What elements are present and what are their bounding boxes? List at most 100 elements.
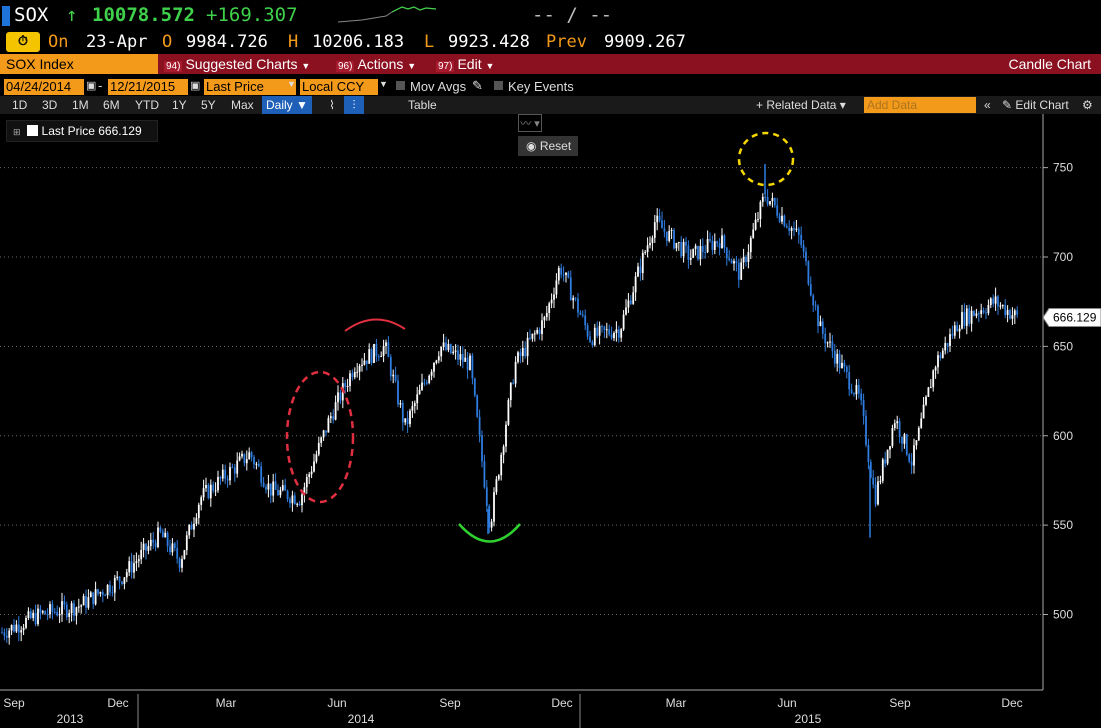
security-field[interactable]: SOX Index: [0, 54, 158, 74]
line-chart-icon[interactable]: ⌇: [329, 98, 335, 112]
related-data-menu[interactable]: + Related Data ▾: [756, 98, 846, 112]
candle-body: [997, 296, 999, 307]
pencil-icon[interactable]: ✎: [472, 78, 483, 93]
candle-body: [44, 611, 47, 615]
ticker-symbol[interactable]: SOX: [14, 4, 49, 26]
candle-body: [653, 222, 656, 238]
frequency-select[interactable]: Daily ▼: [262, 96, 312, 114]
x-tick-label: Jun: [327, 696, 346, 710]
edit-menu[interactable]: 97) Edit ▼: [436, 54, 494, 74]
candle-body: [999, 305, 1002, 307]
candle-body: [848, 372, 851, 390]
period-ytd[interactable]: YTD: [135, 98, 159, 112]
candle-body: [445, 342, 447, 350]
reset-button[interactable]: ◉ Reset: [518, 136, 578, 156]
price-field-select[interactable]: Last Price: [204, 79, 296, 95]
last-value-label: 666.129: [1053, 311, 1097, 325]
calendar-icon[interactable]: ▣: [190, 80, 201, 92]
candle-body: [689, 257, 692, 260]
candle-body: [147, 546, 150, 551]
y-tick-label: 550: [1053, 518, 1073, 532]
candle-body: [857, 384, 860, 394]
candle-body: [1013, 310, 1016, 316]
legend-label: Last Price: [41, 124, 95, 138]
settings-gear-icon[interactable]: ⚙: [1082, 98, 1093, 112]
suggested-charts-menu[interactable]: 94) Suggested Charts ▼: [164, 54, 310, 74]
period-1y[interactable]: 1Y: [172, 98, 187, 112]
candle-body: [639, 266, 642, 274]
reset-label: Reset: [539, 139, 572, 153]
security-flag-icon: [2, 6, 10, 26]
currency-select[interactable]: Local CCY: [300, 79, 378, 95]
candle-body: [598, 325, 601, 336]
period-max[interactable]: Max: [231, 98, 254, 112]
candle-body: [685, 241, 687, 246]
candle-body: [622, 314, 625, 330]
legend[interactable]: ⊞ Last Price 666.129: [6, 120, 158, 142]
candle-body: [135, 561, 138, 564]
candle-body: [917, 427, 920, 441]
candle-body: [497, 475, 500, 480]
candle-body: [610, 334, 613, 339]
candle-body: [905, 434, 908, 455]
zoom-icon[interactable]: 〰 ▾: [518, 114, 542, 132]
period-1m[interactable]: 1M: [72, 98, 89, 112]
collapse-icon[interactable]: «: [984, 98, 991, 112]
candle-body: [970, 310, 973, 324]
dropdown-arrow-icon[interactable]: ▼: [379, 79, 388, 89]
candle-body: [257, 463, 260, 467]
mov-avgs-checkbox[interactable]: [396, 81, 405, 90]
table-button[interactable]: Table: [408, 98, 437, 112]
candle-body: [512, 382, 515, 384]
candle-body: [85, 596, 87, 608]
legend-value: 666.129: [98, 124, 142, 138]
start-date-input[interactable]: 04/24/2014: [4, 79, 84, 95]
candle-body: [697, 245, 699, 260]
candle-body: [577, 298, 579, 313]
candle-body: [73, 603, 75, 616]
candle-body: [879, 480, 882, 482]
candle-body: [49, 604, 51, 615]
candle-body: [862, 400, 865, 416]
candle-body: [157, 527, 159, 547]
dropdown-arrow-icon[interactable]: ▼: [287, 79, 296, 89]
candle-chart-icon[interactable]: ⫶: [344, 96, 364, 114]
candle-body: [87, 597, 90, 608]
candle-body: [159, 527, 162, 532]
edit-chart-button[interactable]: ✎ Edit Chart: [1002, 98, 1069, 112]
candle-body: [365, 360, 368, 364]
key-events-checkbox[interactable]: [494, 81, 503, 90]
period-6m[interactable]: 6M: [103, 98, 120, 112]
candle-body: [39, 608, 42, 613]
candle-body: [80, 605, 83, 607]
actions-menu[interactable]: 96) Actions ▼: [336, 54, 416, 74]
candle-body: [893, 423, 896, 429]
period-3d[interactable]: 3D: [42, 98, 58, 112]
candle-body: [507, 400, 510, 425]
candle-body: [908, 454, 911, 462]
candle-body: [171, 543, 174, 553]
period-1d[interactable]: 1D: [12, 98, 28, 112]
candle-body: [687, 245, 690, 260]
candle-chart[interactable]: 500 550 600 650 700 750 Sep Dec Mar Jun Sep Dec Mar J…: [0, 114, 1101, 728]
period-5y[interactable]: 5Y: [201, 98, 216, 112]
candle-body: [329, 416, 332, 419]
candle-body: [783, 215, 786, 227]
candle-body: [128, 561, 131, 573]
candle-body: [219, 477, 222, 479]
candle-body: [747, 252, 750, 262]
candle-body: [898, 421, 901, 437]
candle-body: [675, 242, 678, 249]
candle-body: [805, 251, 807, 262]
candle-body: [202, 488, 205, 498]
candle-body: [656, 215, 659, 223]
green-arc-annotation: [458, 523, 521, 543]
end-date-input[interactable]: 12/21/2015: [108, 79, 188, 95]
legend-expand-icon[interactable]: ⊞: [13, 127, 21, 137]
candle-body: [968, 308, 971, 324]
candle-body: [118, 576, 121, 582]
candle-body: [737, 262, 740, 280]
candle-body: [113, 577, 116, 593]
calendar-icon[interactable]: ▣: [86, 80, 97, 92]
add-data-input[interactable]: Add Data: [864, 97, 976, 113]
